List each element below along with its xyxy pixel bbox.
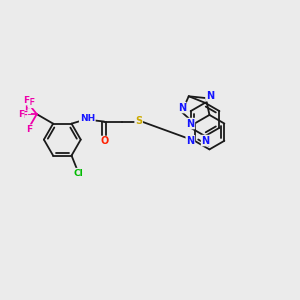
Text: NH: NH	[80, 114, 95, 123]
Text: F: F	[28, 98, 34, 107]
Text: Cl: Cl	[73, 169, 83, 178]
Text: F: F	[24, 104, 30, 113]
Text: N: N	[186, 118, 194, 128]
Text: N: N	[186, 136, 194, 146]
Text: N: N	[202, 136, 210, 146]
Text: F: F	[26, 125, 32, 134]
Text: N: N	[178, 103, 186, 112]
Text: F: F	[21, 111, 27, 120]
Text: O: O	[100, 136, 108, 146]
Text: F: F	[24, 96, 30, 105]
Text: S: S	[135, 116, 142, 126]
Text: N: N	[206, 91, 214, 101]
Text: F: F	[18, 110, 24, 118]
